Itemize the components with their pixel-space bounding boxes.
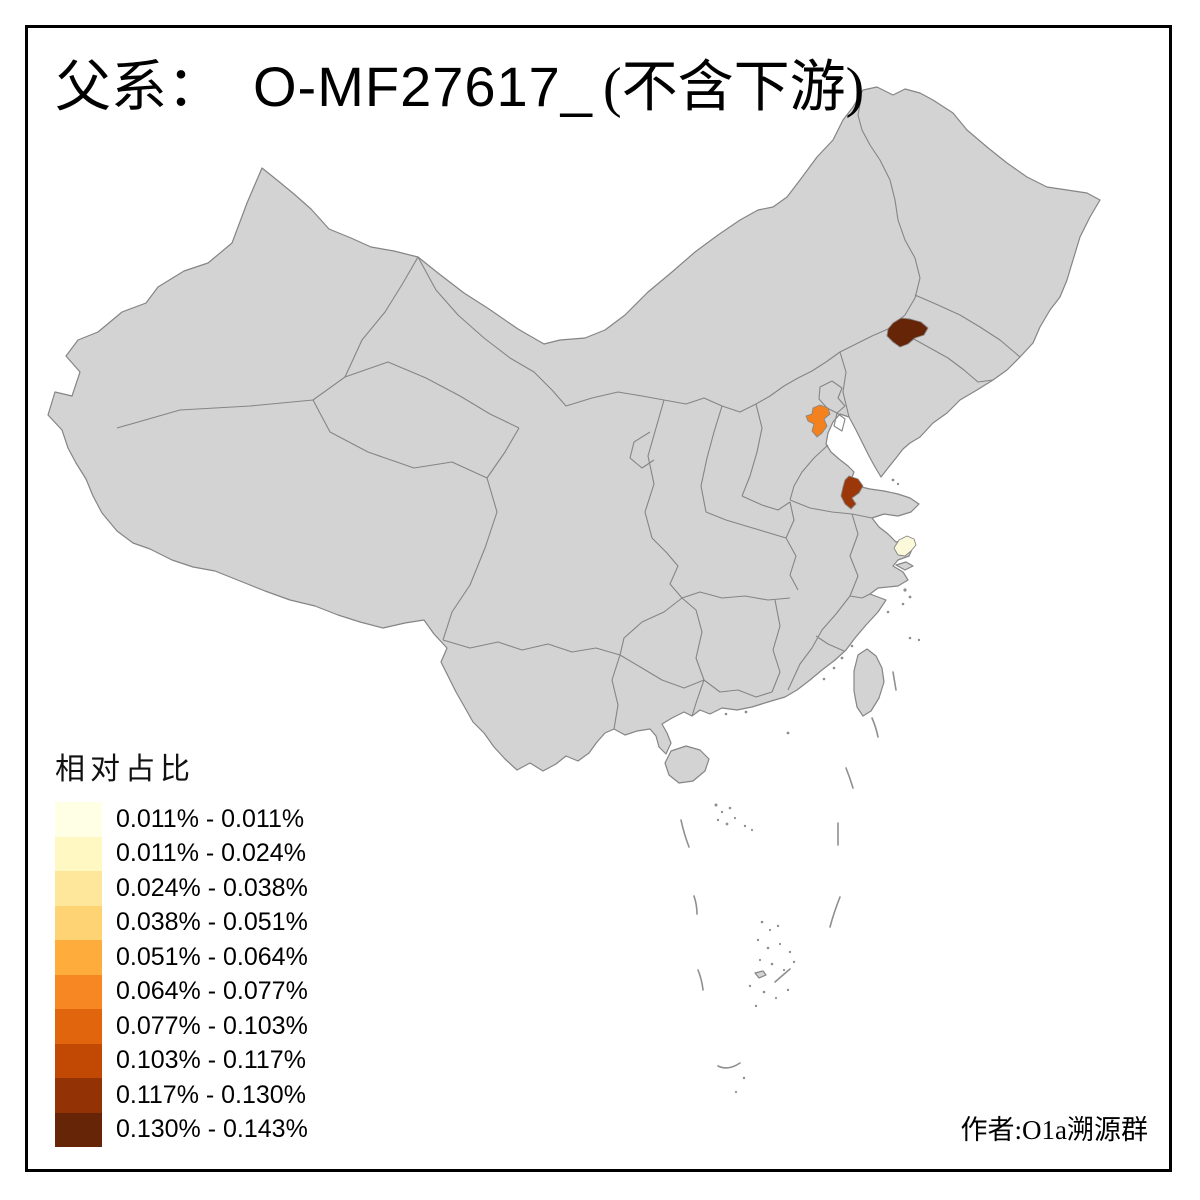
south-sea-island bbox=[754, 970, 767, 979]
nine-dash-line bbox=[680, 671, 897, 1069]
legend-row: 0.064% - 0.077% bbox=[55, 974, 308, 1009]
title-haplogroup: O-MF27617_ bbox=[253, 55, 593, 118]
legend-row: 0.024% - 0.038% bbox=[55, 871, 308, 906]
legend-label: 0.024% - 0.038% bbox=[116, 873, 308, 902]
legend: 相对占比 0.011% - 0.011% 0.011% - 0.024% 0.0… bbox=[55, 744, 308, 1147]
legend-label: 0.117% - 0.130% bbox=[116, 1080, 306, 1109]
title-prefix: 父系： bbox=[55, 57, 223, 119]
legend-rows: 0.011% - 0.011% 0.011% - 0.024% 0.024% -… bbox=[55, 802, 308, 1147]
legend-title: 相对占比 bbox=[55, 753, 195, 786]
taiwan-island bbox=[853, 648, 885, 717]
author-credit: 作者:O1a溯源群 bbox=[960, 1115, 1148, 1145]
legend-row: 0.038% - 0.051% bbox=[55, 905, 308, 940]
legend-row: 0.077% - 0.103% bbox=[55, 1009, 308, 1044]
legend-label: 0.103% - 0.117% bbox=[116, 1046, 306, 1075]
legend-swatch bbox=[55, 1009, 102, 1044]
legend-label: 0.038% - 0.051% bbox=[116, 908, 308, 937]
legend-label: 0.077% - 0.103% bbox=[116, 1011, 308, 1040]
legend-swatch bbox=[55, 802, 102, 837]
title-suffix: (不含下游) bbox=[602, 57, 865, 119]
legend-label: 0.011% - 0.024% bbox=[116, 839, 306, 868]
legend-label: 0.064% - 0.077% bbox=[116, 977, 308, 1006]
region-jiangsu-north bbox=[840, 475, 864, 510]
china-landmass bbox=[47, 86, 1101, 979]
legend-label: 0.051% - 0.064% bbox=[116, 942, 308, 971]
region-hebei-southwest bbox=[805, 404, 831, 438]
hainan-island bbox=[664, 745, 710, 784]
legend-swatch bbox=[55, 1078, 102, 1113]
legend-row: 0.130% - 0.143% bbox=[55, 1112, 308, 1147]
legend-swatch bbox=[55, 905, 102, 940]
legend-swatch bbox=[55, 836, 102, 871]
small-islets bbox=[714, 478, 921, 1094]
china-mainland-outline bbox=[47, 86, 1101, 772]
legend-label: 0.130% - 0.143% bbox=[116, 1115, 308, 1144]
chongming-island bbox=[895, 561, 914, 571]
legend-row: 0.011% - 0.011% bbox=[55, 802, 308, 837]
legend-swatch bbox=[55, 940, 102, 975]
legend-swatch bbox=[55, 974, 102, 1009]
highlighted-regions bbox=[805, 317, 929, 557]
legend-row: 0.051% - 0.064% bbox=[55, 940, 308, 975]
region-jiangsu-southeast bbox=[893, 535, 917, 557]
page-title: 父系： O-MF27617_ (不含下游) bbox=[55, 56, 864, 120]
legend-label: 0.011% - 0.011% bbox=[116, 804, 305, 833]
legend-swatch bbox=[55, 1112, 102, 1147]
legend-swatch bbox=[55, 871, 102, 906]
legend-row: 0.011% - 0.024% bbox=[55, 836, 308, 871]
legend-row: 0.117% - 0.130% bbox=[55, 1078, 308, 1113]
region-liaoning-central bbox=[886, 317, 929, 348]
legend-swatch bbox=[55, 1043, 102, 1078]
legend-row: 0.103% - 0.117% bbox=[55, 1043, 308, 1078]
province-borders bbox=[116, 98, 1021, 730]
